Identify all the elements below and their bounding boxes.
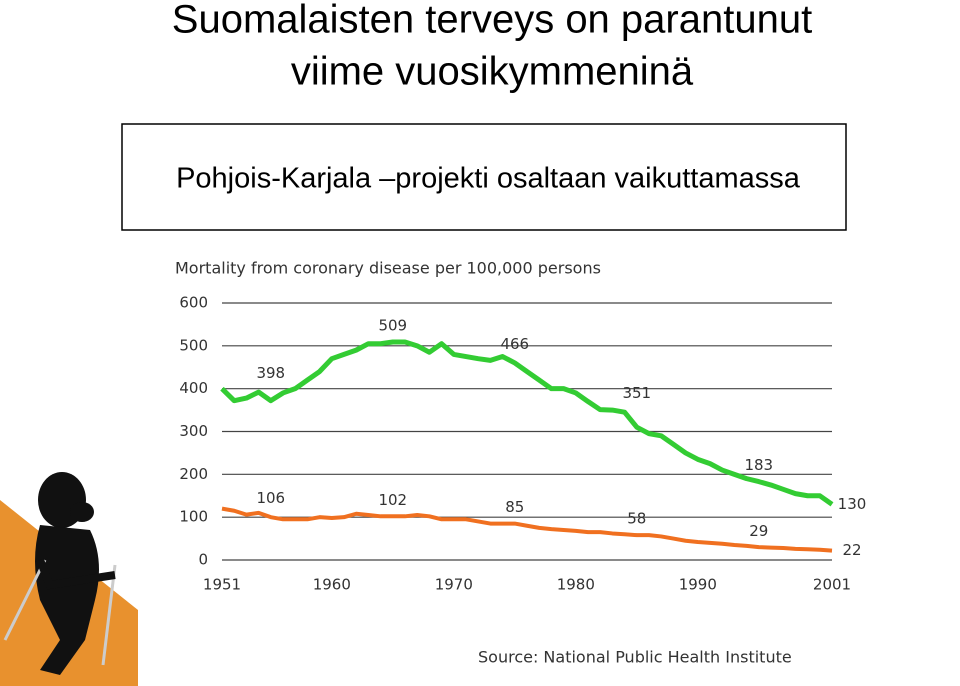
annotation: 398 [256,364,285,382]
x-tick-label: 1970 [435,576,473,594]
x-tick-label: 1960 [313,576,351,594]
y-tick-label: 600 [179,294,208,312]
annotation: 183 [744,456,773,474]
annotation: 509 [378,316,407,334]
series-line [220,339,834,507]
annotation: 29 [749,522,768,540]
annotation: 466 [500,335,529,353]
chart-title: Mortality from coronary disease per 100,… [175,259,601,278]
annotation: 22 [842,541,861,559]
annotation: 102 [378,491,407,509]
slide-title: viime vuosikymmeninä [291,50,694,94]
series-line [221,506,833,553]
y-tick-label: 500 [179,336,208,354]
x-tick-label: 1951 [203,576,241,594]
x-tick-label: 1990 [679,576,717,594]
x-tick-label: 2001 [813,576,851,594]
y-tick-label: 0 [198,551,208,569]
y-tick-label: 100 [179,508,208,526]
annotation: 351 [622,384,651,402]
text-box [121,123,847,231]
source: Source: National Public Health Institute [478,648,792,667]
y-tick-label: 400 [179,379,208,397]
slide-title: Suomalaisten terveys on parantunut [172,0,812,42]
y-tick-label: 200 [179,465,208,483]
annotation: 130 [838,495,867,513]
annotation: 106 [256,489,285,507]
annotation: 85 [505,498,524,516]
y-tick-label: 300 [179,422,208,440]
x-tick-label: 1980 [557,576,595,594]
illustration [0,472,138,686]
annotation: 58 [627,510,646,528]
subtitle: Pohjois-Karjala –projekti osaltaan vaiku… [176,163,801,195]
